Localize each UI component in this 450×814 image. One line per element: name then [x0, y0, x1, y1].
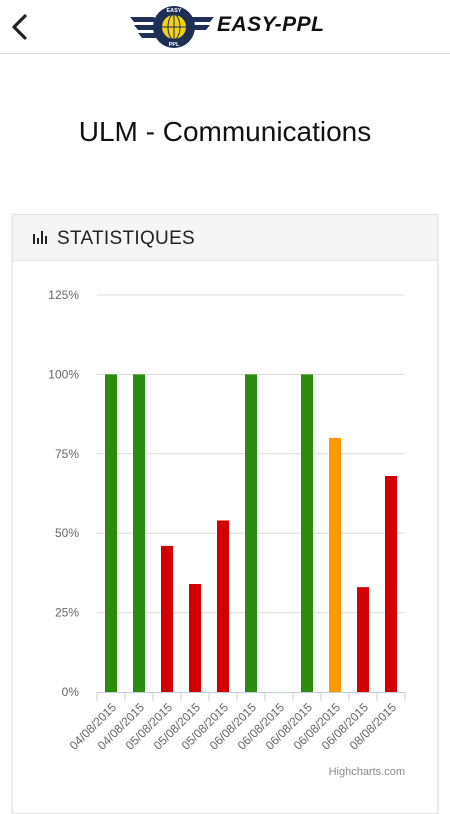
- bar: [245, 374, 257, 692]
- page-title: ULM - Communications: [78, 116, 372, 147]
- statistics-panel: STATISTIQUES 0% 25% 50% 75% 100% 125% 04/08/20…: [12, 214, 438, 814]
- logo-badge-bottom: PPL: [169, 42, 180, 48]
- bar: [217, 520, 229, 692]
- panel-header: STATISTIQUES: [13, 215, 437, 261]
- logo-text: EASY-PPL: [217, 13, 325, 36]
- statistics-chart: 0%25%50%75%100%125%04/08/201504/08/20150…: [48, 288, 406, 778]
- chart-credits: Highcharts.com: [329, 766, 405, 778]
- bar-chart-icon: [33, 231, 47, 244]
- chevron-left-icon[interactable]: [6, 10, 36, 44]
- bar: [385, 476, 397, 692]
- bar: [161, 545, 173, 692]
- logo-badge-top: EASY: [167, 8, 182, 14]
- bar: [189, 584, 201, 692]
- y-tick-label: 0%: [62, 685, 80, 699]
- app-header: EASY PPL EASY-PPL: [0, 0, 450, 54]
- easy-ppl-logo: EASY PPL: [130, 6, 214, 48]
- bar: [301, 374, 313, 692]
- y-tick-label: 50%: [55, 526, 79, 540]
- bar: [329, 437, 341, 692]
- panel-title: STATISTIQUES: [57, 228, 196, 249]
- bar: [133, 374, 145, 692]
- y-tick-label: 25%: [55, 606, 79, 620]
- y-tick-label: 75%: [55, 447, 79, 461]
- y-tick-label: 125%: [48, 288, 79, 302]
- bar: [357, 587, 369, 692]
- y-tick-label: 100%: [48, 367, 79, 381]
- bar: [105, 374, 117, 692]
